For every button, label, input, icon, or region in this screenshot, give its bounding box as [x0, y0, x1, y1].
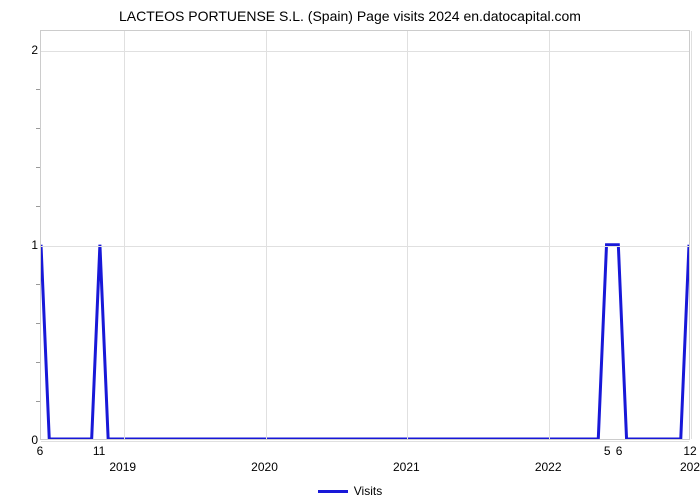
ytick-minor — [36, 128, 40, 129]
ytick-label: 2 — [31, 43, 38, 57]
grid-v — [124, 31, 125, 439]
ytick-minor — [36, 284, 40, 285]
xtick-year-label: 2021 — [393, 460, 420, 474]
xtick-month-label: 11 — [93, 444, 105, 458]
grid-v — [266, 31, 267, 439]
xtick-month-label: 6 — [616, 444, 623, 458]
chart-container: LACTEOS PORTUENSE S.L. (Spain) Page visi… — [0, 8, 700, 500]
grid-v — [549, 31, 550, 439]
grid-h — [41, 51, 689, 52]
legend-swatch — [318, 490, 348, 493]
visits-line — [41, 31, 689, 439]
ytick-minor — [36, 89, 40, 90]
grid-h — [41, 246, 689, 247]
ytick-minor — [36, 362, 40, 363]
grid-v — [691, 31, 692, 439]
xtick-year-label: 2020 — [251, 460, 278, 474]
xtick-month-label: 12 — [683, 444, 696, 458]
legend-label: Visits — [354, 484, 382, 498]
xtick-month-label: 6 — [37, 444, 44, 458]
legend: Visits — [0, 484, 700, 498]
xtick-month-label: 5 — [604, 444, 611, 458]
grid-v — [407, 31, 408, 439]
grid-h — [41, 441, 689, 442]
xtick-year-label: 202 — [680, 460, 700, 474]
ytick-label: 1 — [31, 238, 38, 252]
ytick-minor — [36, 401, 40, 402]
ytick-minor — [36, 323, 40, 324]
xtick-year-label: 2022 — [535, 460, 562, 474]
chart-title: LACTEOS PORTUENSE S.L. (Spain) Page visi… — [0, 8, 700, 24]
plot-area — [40, 30, 690, 440]
ytick-minor — [36, 167, 40, 168]
ytick-minor — [36, 206, 40, 207]
xtick-year-label: 2019 — [109, 460, 136, 474]
